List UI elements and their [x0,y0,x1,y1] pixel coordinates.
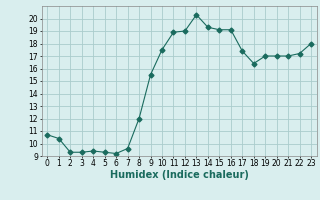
X-axis label: Humidex (Indice chaleur): Humidex (Indice chaleur) [110,170,249,180]
